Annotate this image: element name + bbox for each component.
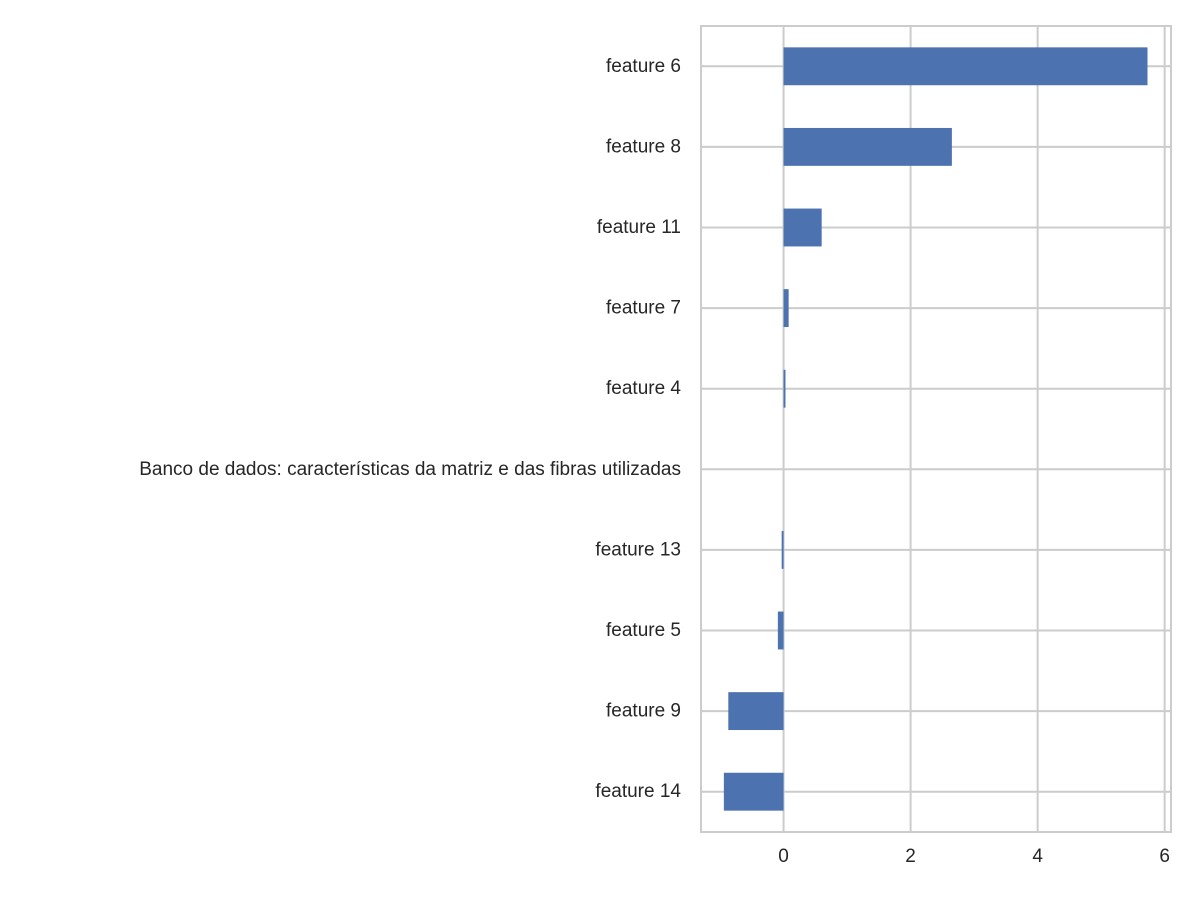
- y-tick-label: feature 11: [597, 217, 681, 238]
- y-tick-label: feature 4: [606, 378, 681, 399]
- x-tick-label: 4: [1032, 846, 1043, 867]
- y-tick-label: Banco de dados: características da matri…: [139, 459, 681, 480]
- bar: [728, 692, 784, 731]
- bar: [781, 530, 784, 569]
- bar: [783, 369, 786, 408]
- bar: [777, 611, 784, 650]
- axes-frame: [700, 25, 1172, 833]
- bar: [783, 47, 1148, 86]
- y-tick-label: feature 6: [606, 56, 681, 77]
- y-tick-label: feature 9: [606, 701, 681, 722]
- y-tick-label: feature 5: [606, 620, 681, 641]
- x-tick-labels: 0 2 4 6: [778, 846, 1170, 867]
- bar: [783, 289, 789, 328]
- y-tick-label: feature 8: [606, 136, 681, 157]
- y-tick-label: feature 13: [595, 539, 681, 560]
- bar: [783, 127, 952, 166]
- y-tick-labels: feature 6 feature 8 feature 11 feature 7 fea…: [139, 56, 681, 802]
- bar: [723, 772, 784, 811]
- y-tick-label: feature 14: [595, 781, 681, 802]
- bar: [783, 208, 822, 247]
- y-tick-label: feature 7: [606, 298, 681, 319]
- x-tick-label: 2: [905, 846, 916, 867]
- x-tick-label: 6: [1159, 846, 1170, 867]
- x-tick-label: 0: [778, 846, 789, 867]
- bars: [723, 47, 1148, 811]
